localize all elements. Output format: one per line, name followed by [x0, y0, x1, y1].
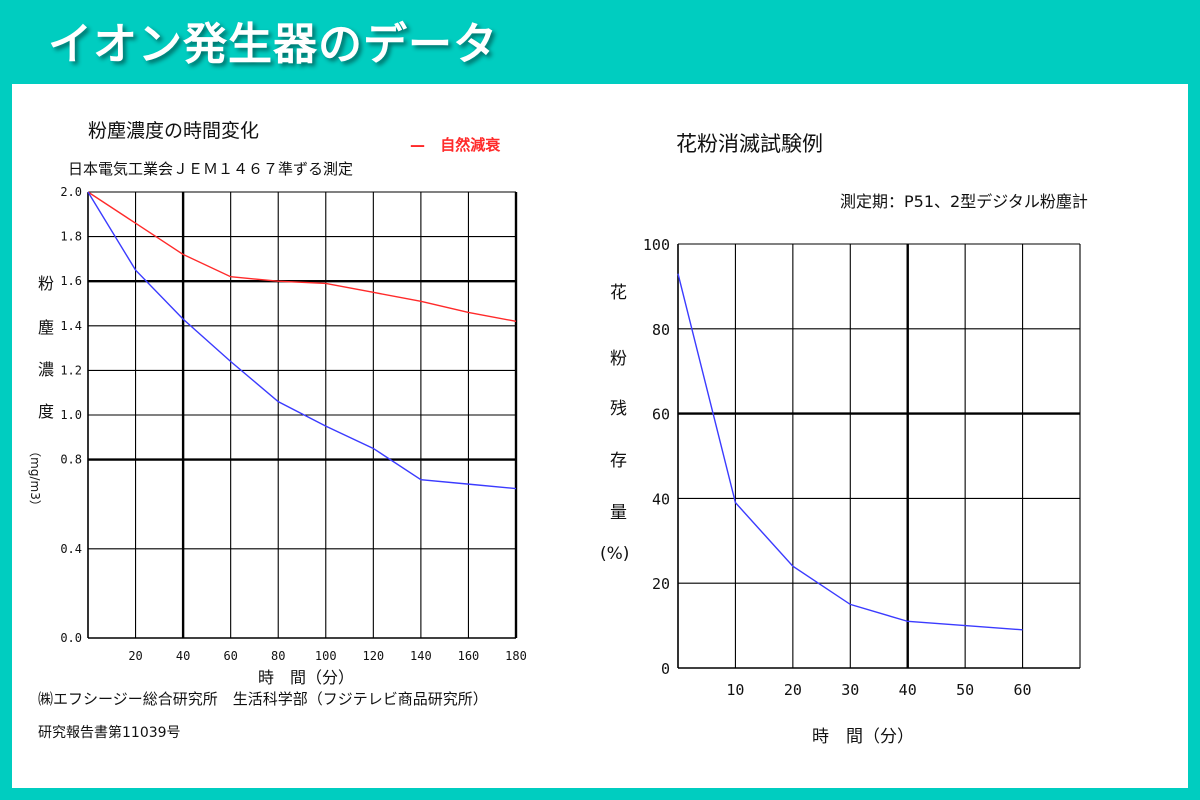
page-title: イオン発生器のデータ — [48, 19, 498, 70]
left-y-char-0: 粉 — [38, 274, 55, 293]
right-y-char-2: 残 — [610, 399, 627, 419]
left-x-axis-label: 時 間（分） — [258, 668, 355, 687]
legend-line-icon: — — [410, 136, 425, 154]
left-source-line2: 研究報告書第11039号 — [38, 725, 181, 741]
left-x-tick-label: 80 — [271, 649, 285, 663]
left-y-tick-label: 1.2 — [60, 363, 82, 377]
right-x-tick-label: 50 — [956, 681, 974, 699]
left-x-tick-label: 20 — [128, 649, 142, 663]
left-y-tick-label: 1.6 — [60, 274, 82, 288]
right-chart-title: 花粉消滅試験例 — [676, 132, 823, 156]
left-x-tick-label: 40 — [176, 649, 190, 663]
right-x-axis-label: 時 間（分） — [812, 727, 914, 747]
left-chart-grid — [87, 191, 518, 639]
left-y-tick-label: 1.8 — [60, 230, 82, 244]
left-chart-subtitle: 日本電気工業会ＪＥＭ１４６７準ずる測定 — [68, 160, 354, 178]
left-y-char-2: 濃 — [38, 360, 55, 379]
right-y-tick-label: 80 — [652, 321, 670, 339]
right-x-tick-label: 60 — [1014, 681, 1032, 699]
left-y-tick-label: 0.0 — [60, 631, 82, 645]
right-x-tick-label: 20 — [784, 681, 802, 699]
left-x-tick-label: 160 — [458, 649, 480, 663]
left-y-char-1: 塵 — [38, 318, 55, 337]
right-x-tick-label: 40 — [899, 681, 917, 699]
left-x-tick-label: 100 — [315, 649, 337, 663]
right-y-unit: (%) — [600, 544, 630, 564]
right-y-tick-label: 20 — [652, 575, 670, 593]
left-y-tick-label: 1.0 — [60, 408, 82, 422]
left-source-line1: ㈱エフシージー総合研究所 生活科学部（フジテレビ商品研究所） — [38, 690, 488, 708]
right-x-tick-label: 30 — [841, 681, 859, 699]
left-y-tick-label: 1.4 — [60, 319, 82, 333]
left-x-tick-label: 140 — [410, 649, 432, 663]
left-chart-title: 粉塵濃度の時間変化 — [88, 120, 260, 142]
legend-natural-label: 自然減衰 — [440, 136, 501, 154]
right-x-tick-label: 10 — [726, 681, 744, 699]
right-y-char-0: 花 — [610, 283, 627, 303]
left-y-tick-label: 0.8 — [60, 453, 82, 467]
left-legend: — 自然減衰 — [410, 134, 500, 155]
right-series-line — [677, 273, 1023, 631]
left-series-device-line — [87, 191, 517, 490]
right-y-tick-label: 100 — [643, 236, 670, 254]
left-y-tick-label: 0.4 — [60, 542, 82, 556]
right-y-tick-label: 0 — [661, 660, 670, 678]
content-panel — [12, 84, 1188, 788]
left-x-tick-label: 120 — [362, 649, 384, 663]
left-y-char-3: 度 — [38, 402, 55, 421]
left-x-tick-label: 180 — [505, 649, 527, 663]
right-chart-subtitle: 測定期：P51、2型デジタル粉塵計 — [840, 192, 1088, 211]
right-y-char-4: 量 — [610, 503, 627, 523]
right-chart-grid — [677, 243, 1081, 669]
left-y-tick-label: 2.0 — [60, 185, 82, 199]
header-bar: イオン発生器のデータ — [0, 0, 1200, 84]
right-y-char-3: 存 — [610, 451, 627, 471]
left-series-natural-line — [87, 191, 517, 323]
right-y-char-1: 粉 — [610, 349, 627, 369]
left-x-tick-label: 60 — [223, 649, 237, 663]
right-y-tick-label: 60 — [652, 406, 670, 424]
right-y-tick-label: 40 — [652, 490, 670, 508]
